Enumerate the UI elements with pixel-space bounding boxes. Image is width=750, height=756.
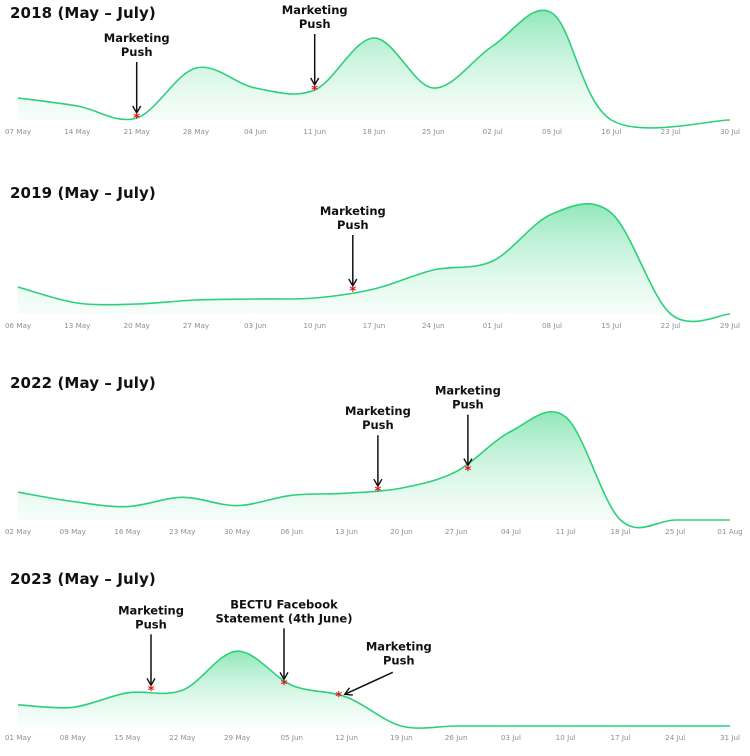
area-fill bbox=[18, 10, 730, 128]
marketing-push-marker: * bbox=[349, 285, 356, 300]
x-tick-label: 24 Jun bbox=[422, 321, 445, 330]
annotation-label: Push bbox=[362, 418, 394, 432]
annotation-label: Marketing bbox=[345, 404, 411, 418]
x-tick-label: 26 Jun bbox=[445, 733, 468, 742]
x-tick-label: 16 Jul bbox=[601, 127, 621, 136]
x-tick-label: 16 May bbox=[114, 527, 141, 536]
annotation-label: Push bbox=[452, 398, 484, 412]
x-tick-label: 17 Jun bbox=[363, 321, 386, 330]
x-tick-label: 20 Jun bbox=[390, 527, 413, 536]
x-tick-label: 27 May bbox=[183, 321, 210, 330]
x-tick-label: 10 Jul bbox=[556, 733, 576, 742]
x-tick-label: 17 Jul bbox=[610, 733, 630, 742]
marketing-push-marker: * bbox=[335, 690, 342, 705]
annotation-label: BECTU Facebook bbox=[230, 597, 338, 611]
marketing-push-marker: * bbox=[281, 678, 288, 693]
area-chart-2018: 07 May 14 May 21 May 28 May 04 Jun 11 Jun 18 J… bbox=[0, 0, 750, 190]
x-tick-label: 22 Jul bbox=[661, 321, 681, 330]
x-tick-label: 15 May bbox=[114, 733, 141, 742]
marketing-push-marker: * bbox=[464, 464, 471, 479]
annotation-label: Marketing bbox=[282, 3, 348, 17]
area-fill bbox=[18, 651, 730, 728]
annotation-label: Marketing bbox=[366, 639, 432, 653]
x-tick-label: 01 May bbox=[5, 733, 32, 742]
annotation-label: Statement (4th June) bbox=[216, 611, 353, 625]
annotation-label: Marketing bbox=[118, 603, 184, 617]
x-tick-label: 05 Jun bbox=[280, 733, 303, 742]
annotation-label: Push bbox=[299, 17, 331, 31]
x-tick-label: 23 May bbox=[169, 527, 196, 536]
x-tick-label: 21 May bbox=[124, 127, 151, 136]
x-tick-label: 09 Jul bbox=[542, 127, 562, 136]
x-tick-label: 30 Jul bbox=[720, 127, 740, 136]
x-tick-label: 29 Jul bbox=[720, 321, 740, 330]
annotation-label: Push bbox=[383, 653, 415, 667]
x-tick-label: 19 Jun bbox=[390, 733, 413, 742]
x-tick-label: 08 Jul bbox=[542, 321, 562, 330]
marketing-push-marker: * bbox=[374, 485, 381, 500]
x-tick-label: 01 Aug bbox=[717, 527, 742, 536]
annotation-label: Push bbox=[337, 218, 369, 232]
x-tick-label: 12 Jun bbox=[335, 733, 358, 742]
x-tick-label: 20 May bbox=[124, 321, 151, 330]
x-tick-label: 23 Jul bbox=[661, 127, 681, 136]
x-tick-label: 07 May bbox=[5, 127, 32, 136]
x-tick-label: 08 May bbox=[60, 733, 87, 742]
annotation-arrow bbox=[345, 672, 393, 694]
x-tick-label: 02 May bbox=[5, 527, 32, 536]
x-tick-label: 02 Jul bbox=[483, 127, 503, 136]
x-tick-label: 11 Jun bbox=[303, 127, 326, 136]
x-tick-label: 18 Jun bbox=[363, 127, 386, 136]
x-tick-label: 01 Jul bbox=[483, 321, 503, 330]
x-tick-label: 14 May bbox=[64, 127, 91, 136]
x-tick-label: 13 Jun bbox=[335, 527, 358, 536]
x-tick-label: 31 Jul bbox=[720, 733, 740, 742]
x-tick-label: 13 May bbox=[64, 321, 91, 330]
annotation-label: Push bbox=[121, 45, 153, 59]
annotation-label: Push bbox=[135, 617, 167, 631]
area-chart-2019: 06 May 13 May 20 May 27 May 03 Jun 10 Jun 17 J… bbox=[0, 180, 750, 370]
x-tick-label: 15 Jul bbox=[601, 321, 621, 330]
x-tick-label: 28 May bbox=[183, 127, 210, 136]
x-tick-label: 22 May bbox=[169, 733, 196, 742]
x-tick-label: 27 Jun bbox=[445, 527, 468, 536]
x-tick-label: 24 Jul bbox=[665, 733, 685, 742]
x-tick-label: 04 Jul bbox=[501, 527, 521, 536]
x-tick-label: 18 Jul bbox=[610, 527, 630, 536]
annotation-label: Marketing bbox=[435, 384, 501, 398]
x-tick-label: 03 Jul bbox=[501, 733, 521, 742]
area-chart-2023: 01 May 08 May 15 May 22 May 29 May 05 Jun 12 J… bbox=[0, 566, 750, 756]
x-tick-label: 03 Jun bbox=[244, 321, 267, 330]
marketing-push-marker: * bbox=[133, 112, 140, 127]
marketing-push-marker: * bbox=[148, 684, 155, 699]
x-tick-label: 10 Jun bbox=[303, 321, 326, 330]
annotation-label: Marketing bbox=[104, 31, 170, 45]
x-tick-label: 25 Jul bbox=[665, 527, 685, 536]
x-tick-label: 06 Jun bbox=[280, 527, 303, 536]
x-tick-label: 29 May bbox=[224, 733, 251, 742]
x-tick-label: 11 Jul bbox=[556, 527, 576, 536]
x-tick-label: 30 May bbox=[224, 527, 251, 536]
area-chart-2022: 02 May 09 May 16 May 23 May 30 May 06 Jun 13 J… bbox=[0, 370, 750, 560]
x-tick-label: 04 Jun bbox=[244, 127, 267, 136]
x-tick-label: 25 Jun bbox=[422, 127, 445, 136]
annotation-label: Marketing bbox=[320, 204, 386, 218]
x-tick-label: 09 May bbox=[60, 527, 87, 536]
marketing-push-marker: * bbox=[311, 84, 318, 99]
x-tick-label: 06 May bbox=[5, 321, 32, 330]
